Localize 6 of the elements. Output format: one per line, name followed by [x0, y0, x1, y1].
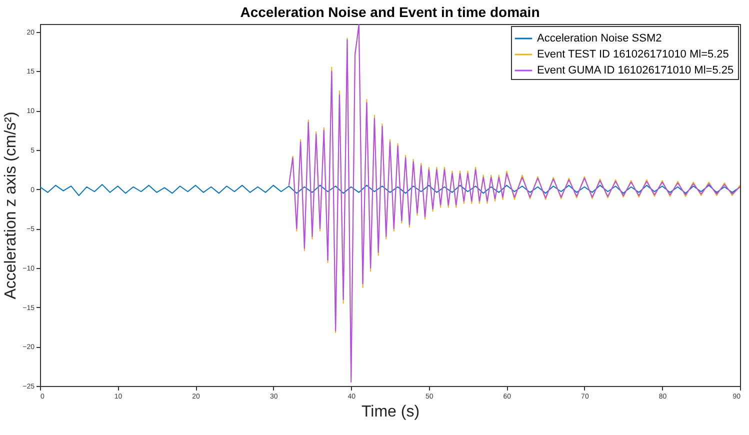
- legend-label: Event GUMA ID 161026171010 Ml=5.25: [537, 64, 734, 76]
- y-axis-title: Acceleration z axis (cm/s²): [2, 112, 20, 300]
- chart-title: Acceleration Noise and Event in time domain: [240, 4, 540, 20]
- legend-label: Acceleration Noise SSM2: [537, 32, 662, 44]
- x-axis-title: Time (s): [361, 404, 420, 420]
- legend-label: Event TEST ID 161026171010 Ml=5.25: [537, 48, 729, 60]
